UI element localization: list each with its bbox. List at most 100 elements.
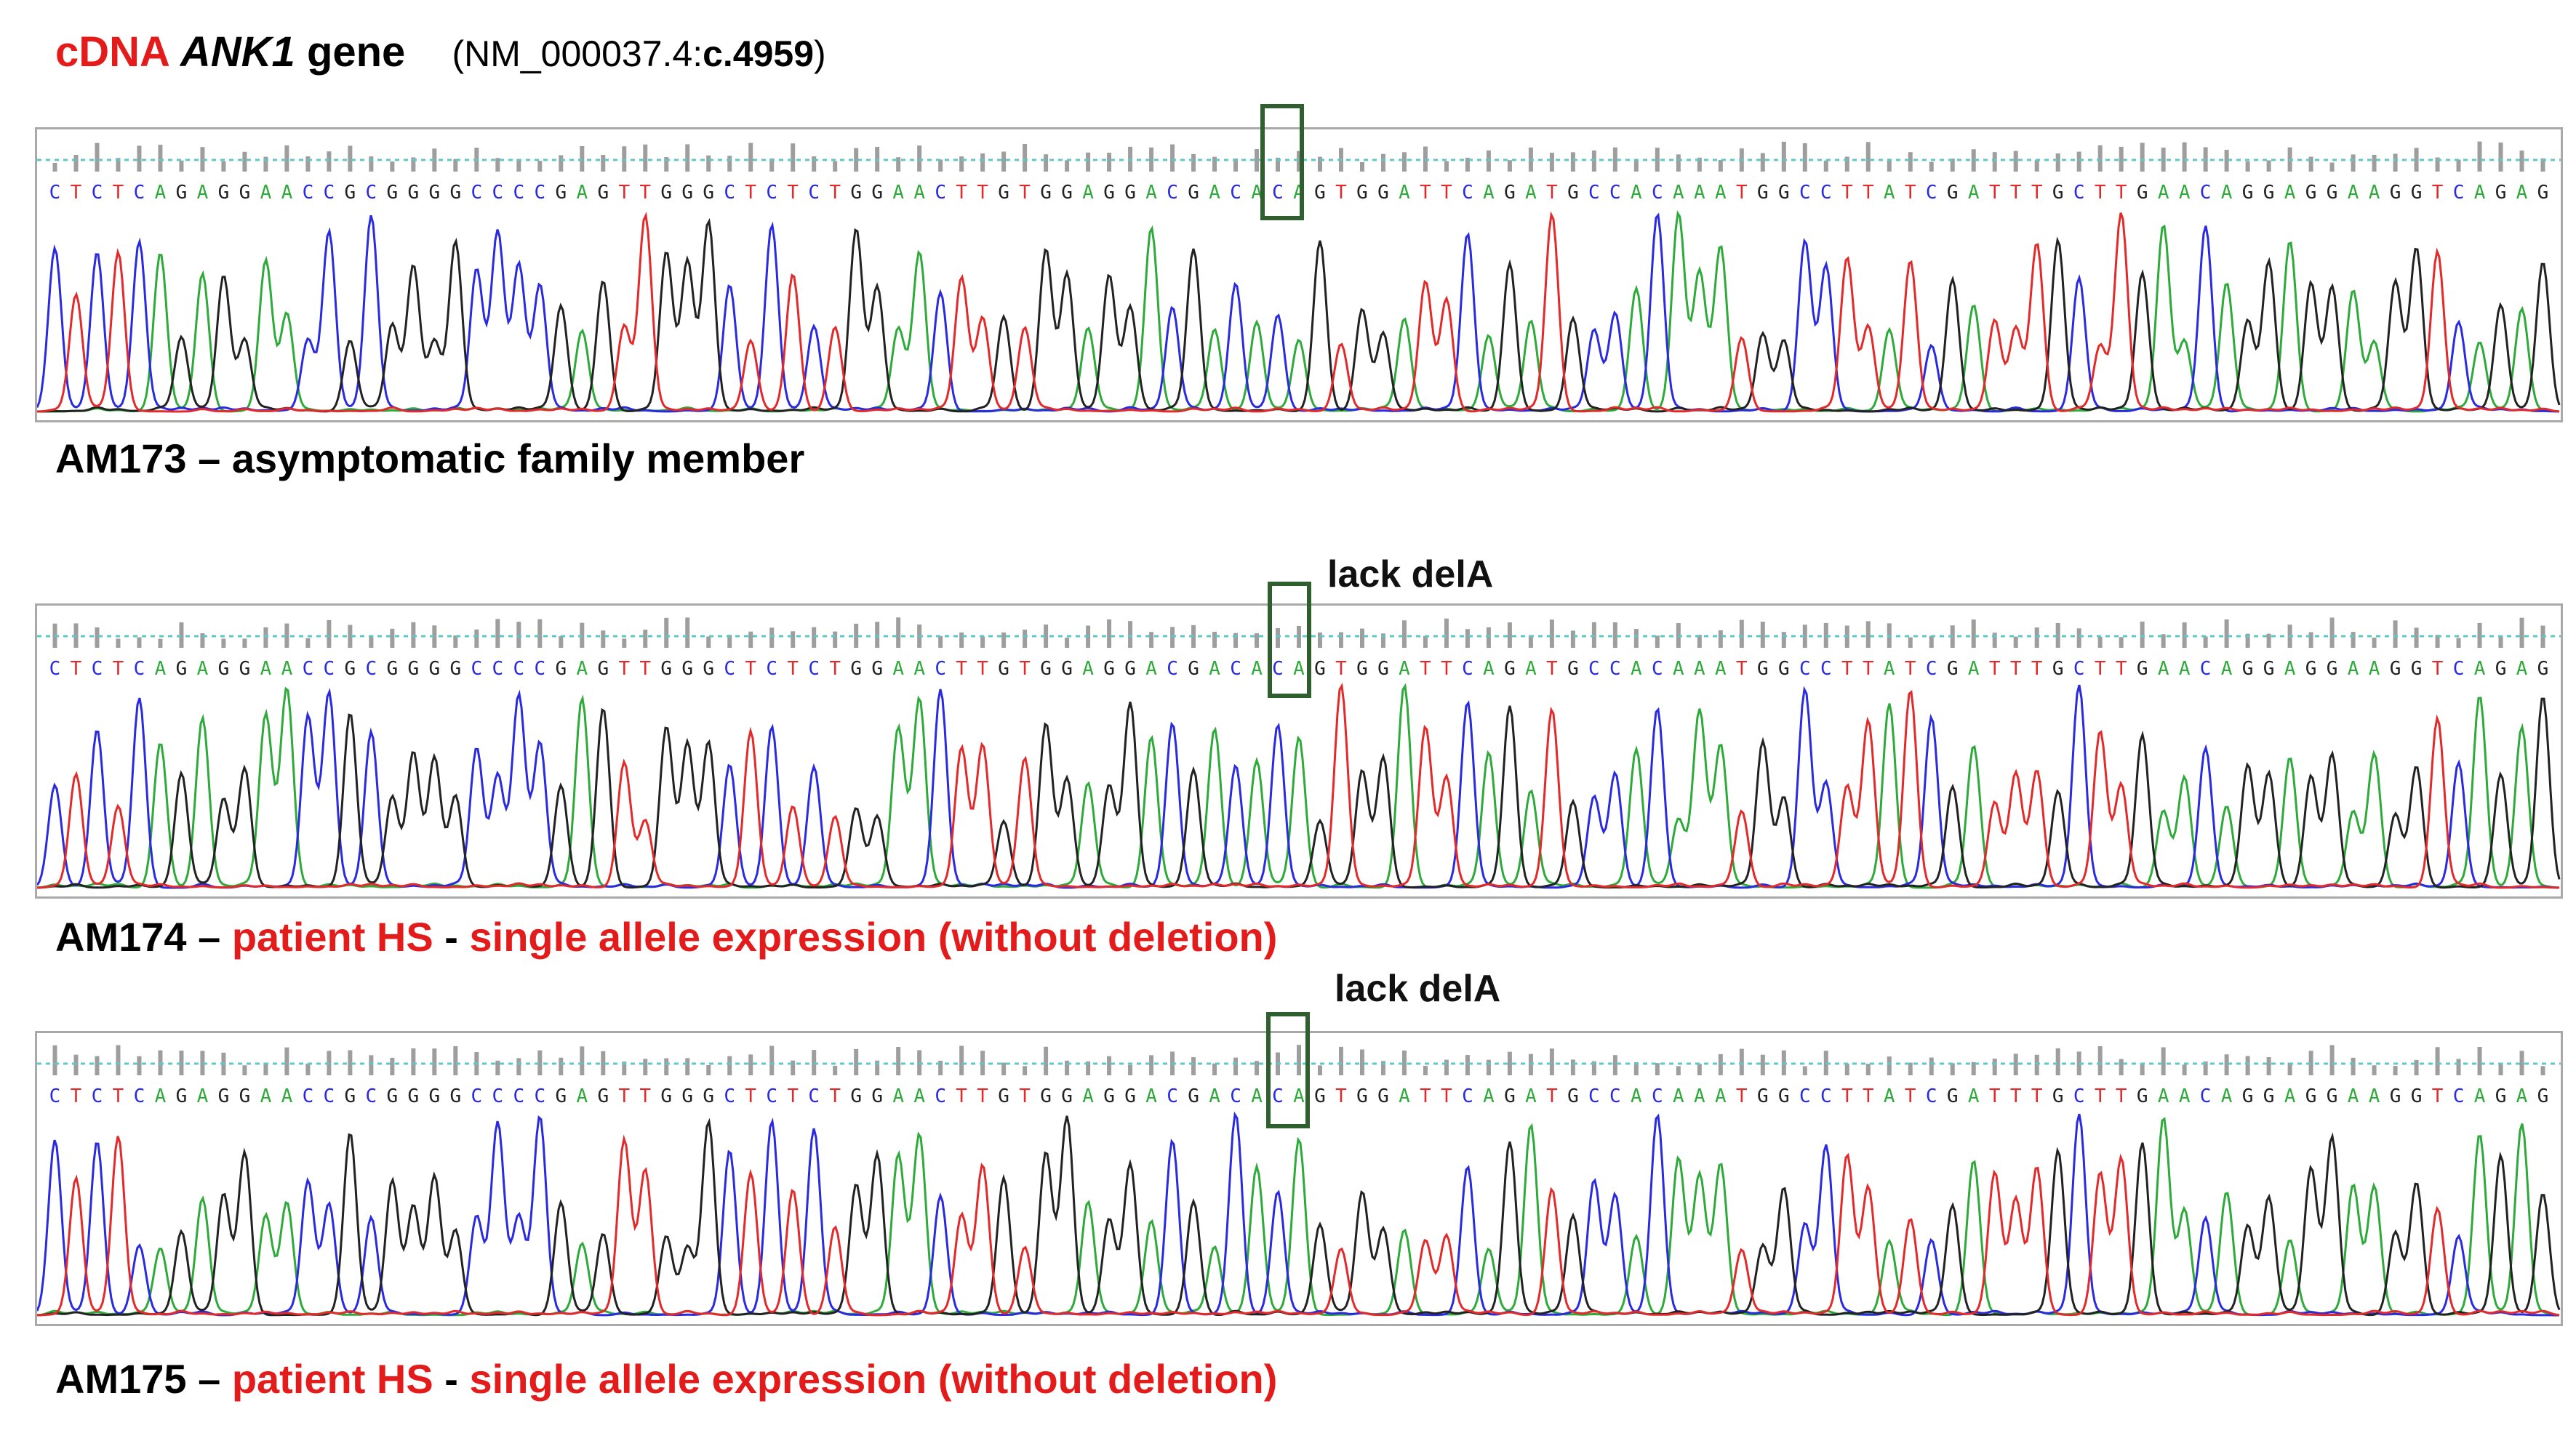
quality-bar: [1465, 158, 1470, 172]
base-call: T: [1441, 1085, 1452, 1107]
quality-bar: [1844, 156, 1849, 172]
quality-bar: [2329, 617, 2335, 648]
base-call: C: [513, 658, 524, 680]
quality-bar: [1612, 622, 1617, 648]
quality-bar: [1718, 1053, 1723, 1075]
quality-bar: [137, 637, 142, 648]
title-gene-symbol: ANK1: [180, 28, 295, 76]
base-call: A: [2516, 1085, 2528, 1107]
base-call: A: [2516, 658, 2528, 680]
base-call: A: [1694, 658, 1705, 680]
base-call: G: [345, 182, 356, 204]
base-call: T: [2031, 658, 2043, 680]
base-call: G: [703, 658, 714, 680]
base-call: G: [555, 182, 567, 204]
base-call: A: [1293, 1085, 1305, 1107]
quality-bar: [2477, 622, 2482, 648]
base-call: G: [1778, 658, 1790, 680]
base-call: T: [1019, 658, 1031, 680]
caption-patient: patient HS: [231, 914, 433, 960]
quality-bar: [1591, 150, 1596, 172]
base-call: A: [2369, 658, 2380, 680]
base-call: G: [1061, 658, 1073, 680]
base-call: G: [850, 182, 862, 204]
quality-bar: [559, 635, 564, 648]
quality-bar: [537, 619, 543, 648]
quality-bar: [179, 1051, 184, 1075]
quality-bar: [2498, 635, 2503, 648]
base-call: C: [1588, 1085, 1600, 1107]
base-call: C: [534, 658, 545, 680]
quality-bar: [327, 619, 332, 648]
quality-bar: [1697, 157, 1702, 172]
quality-bar: [158, 145, 163, 172]
quality-bar: [348, 625, 353, 648]
base-call: T: [2010, 1085, 2022, 1107]
base-call: T: [787, 658, 799, 680]
quality-bar: [2498, 143, 2503, 172]
trace-G: [37, 697, 2561, 889]
quality-bar: [2308, 632, 2313, 648]
base-call: C: [766, 1085, 777, 1107]
base-call: C: [303, 658, 314, 680]
caption-expression: single allele expression (without deleti…: [469, 914, 1278, 960]
base-call: C: [1167, 1085, 1178, 1107]
quality-bar: [1633, 629, 1639, 648]
base-call: A: [892, 182, 904, 204]
base-call: A: [1251, 1085, 1263, 1107]
base-call: T: [1335, 1085, 1347, 1107]
quality-bar: [2456, 638, 2461, 648]
quality-bar: [1591, 622, 1596, 648]
quality-bar: [2119, 146, 2124, 172]
base-call: T: [745, 658, 756, 680]
trace-A: [37, 210, 2560, 413]
quality-bar: [2266, 160, 2271, 172]
base-call: G: [2263, 182, 2275, 204]
quality-bar: [2414, 1059, 2419, 1075]
base-call: A: [1715, 1085, 1727, 1107]
base-call: A: [1525, 658, 1537, 680]
quality-bar: [432, 1048, 437, 1075]
quality-bar: [2182, 1064, 2187, 1075]
quality-bar: [1149, 147, 1154, 172]
quality-bar: [390, 161, 395, 172]
quality-bar: [369, 156, 374, 172]
base-call: A: [2221, 658, 2233, 680]
quality-bar: [305, 156, 311, 172]
quality-bar: [2351, 154, 2356, 172]
quality-bar: [748, 631, 753, 648]
base-call: T: [113, 658, 124, 680]
base-call: C: [471, 658, 482, 680]
base-call: T: [71, 658, 82, 680]
quality-bar: [1486, 627, 1491, 648]
quality-bar: [622, 638, 627, 648]
base-call: A: [2348, 182, 2359, 204]
base-call: T: [71, 1085, 82, 1107]
quality-bar: [2435, 635, 2440, 648]
quality-bar: [1444, 618, 1449, 648]
base-call: A: [1483, 658, 1495, 680]
quality-bar: [348, 1050, 353, 1075]
quality-bar: [537, 1050, 543, 1075]
base-call: A: [2221, 182, 2233, 204]
base-call: T: [71, 182, 82, 204]
reference-prefix: (NM_000037.4:: [452, 33, 703, 74]
quality-bar: [1338, 1046, 1343, 1075]
base-call: G: [871, 182, 883, 204]
quality-bar: [2540, 1066, 2545, 1075]
base-call: G: [660, 1085, 672, 1107]
quality-bar: [1128, 1064, 1133, 1075]
base-call: A: [576, 658, 588, 680]
base-call: C: [92, 658, 103, 680]
quality-bar: [1149, 632, 1154, 648]
quality-bar: [2456, 1059, 2461, 1075]
quality-bar: [706, 1064, 711, 1075]
base-call: A: [1673, 1085, 1684, 1107]
quality-bar: [1401, 152, 1407, 172]
title-cdna: cDNA: [55, 28, 169, 76]
quality-bar: [938, 1061, 943, 1075]
quality-bar: [52, 1045, 57, 1075]
base-call: A: [1715, 182, 1727, 204]
base-call: T: [956, 182, 967, 204]
